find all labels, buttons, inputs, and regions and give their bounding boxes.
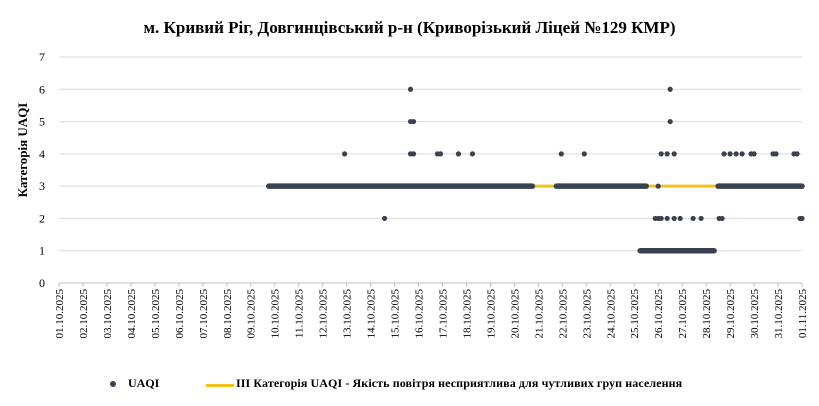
uaqi-point: [739, 151, 745, 157]
uaqi-point: [342, 151, 348, 157]
uaqi-point: [655, 183, 661, 189]
x-tick-label: 17.10.2025: [437, 289, 449, 339]
uaqi-point: [721, 151, 727, 157]
x-tick-label: 16.10.2025: [414, 289, 426, 339]
x-tick-label: 11.10.2025: [294, 289, 306, 339]
legend-label-uaqi: UAQI: [128, 376, 160, 390]
uaqi-point: [558, 151, 564, 157]
y-tick-label: 3: [39, 179, 45, 193]
uaqi-point: [581, 151, 587, 157]
x-tick-label: 20.10.2025: [509, 289, 521, 339]
uaqi-point: [658, 151, 664, 157]
x-tick-label: 22.10.2025: [557, 289, 569, 339]
uaqi-point: [410, 151, 417, 157]
uaqi-point: [690, 215, 696, 222]
legend-label-category-3: ІІІ Категорія UAQI - Якість повітря несп…: [236, 376, 683, 390]
uaqi-point: [671, 248, 677, 254]
x-tick-label: 29.10.2025: [725, 289, 737, 339]
x-tick-label: 31.10.2025: [773, 289, 785, 339]
uaqi-point: [671, 151, 677, 157]
uaqi-point: [799, 215, 805, 222]
x-tick-label: 23.10.2025: [581, 289, 593, 339]
y-tick-label: 4: [39, 147, 45, 161]
x-tick-label: 02.10.2025: [78, 289, 90, 339]
x-tick-label: 14.10.2025: [366, 289, 378, 339]
legend-marker-uaqi: [110, 381, 116, 387]
legend-marker-category-3: [206, 384, 234, 387]
x-tick-label: 13.10.2025: [342, 289, 354, 339]
x-tick-label: 01.11.2025: [797, 289, 809, 339]
uaqi-point: [437, 151, 444, 157]
y-tick-labels: 0 1 2 3 4 5 6 7: [39, 50, 45, 290]
uaqi-point: [773, 151, 779, 157]
y-tick-label: 0: [39, 276, 45, 290]
uaqi-point: [658, 215, 664, 222]
uaqi-point: [698, 215, 704, 222]
x-tick-label: 09.10.2025: [246, 289, 258, 339]
y-tick-label: 7: [39, 50, 45, 64]
legend: UAQI ІІІ Категорія UAQI - Якість повітря…: [0, 376, 819, 396]
x-tick-label: 28.10.2025: [701, 289, 713, 339]
x-tick-label: 04.10.2025: [126, 289, 138, 339]
uaqi-point: [671, 215, 677, 222]
x-tick-label: 18.10.2025: [461, 289, 473, 339]
uaqi-point: [410, 118, 417, 125]
x-tick-label: 19.10.2025: [485, 289, 497, 339]
x-tick-label: 30.10.2025: [749, 289, 761, 339]
y-axis-label: Категорія UAQI: [15, 103, 30, 198]
uaqi-point: [733, 151, 739, 157]
uaqi-point: [719, 215, 725, 222]
x-tick-label: 07.10.2025: [198, 289, 210, 339]
data-marks: [265, 86, 805, 254]
uaqi-point: [667, 118, 673, 125]
uaqi-point: [455, 151, 462, 157]
x-tick-label: 03.10.2025: [102, 289, 114, 339]
uaqi-point: [794, 151, 800, 157]
uaqi-point: [664, 151, 670, 157]
uaqi-point: [664, 215, 670, 222]
y-tick-label: 1: [39, 244, 45, 258]
x-tick-label: 26.10.2025: [653, 289, 665, 339]
x-tick-label: 25.10.2025: [629, 289, 641, 339]
x-tick-label: 10.10.2025: [270, 289, 282, 339]
uaqi-point: [381, 215, 388, 222]
x-tick-label: 12.10.2025: [318, 289, 330, 339]
uaqi-point: [677, 215, 683, 222]
y-tick-label: 6: [39, 82, 45, 96]
uaqi-point: [407, 86, 414, 92]
x-tick-label: 05.10.2025: [150, 289, 162, 339]
y-tick-label: 5: [39, 115, 45, 129]
x-tick-label: 08.10.2025: [222, 289, 234, 339]
x-tick-label: 06.10.2025: [174, 289, 186, 339]
uaqi-point: [469, 151, 476, 157]
x-tick-label: 15.10.2025: [390, 289, 402, 339]
x-tick-labels: 01.10.2025 02.10.2025 03.10.2025 04.10.2025…: [54, 289, 809, 339]
x-tick-label: 01.10.2025: [54, 289, 66, 339]
uaqi-point: [751, 151, 757, 157]
uaqi-point: [667, 86, 673, 92]
y-tick-label: 2: [39, 211, 45, 225]
x-tick-label: 21.10.2025: [533, 289, 545, 339]
uaqi-point: [727, 151, 733, 157]
x-tick-label: 27.10.2025: [677, 289, 689, 339]
x-tick-label: 24.10.2025: [605, 289, 617, 339]
chart-title: м. Кривий Ріг, Довгинцівський р-н (Криво…: [143, 18, 676, 37]
